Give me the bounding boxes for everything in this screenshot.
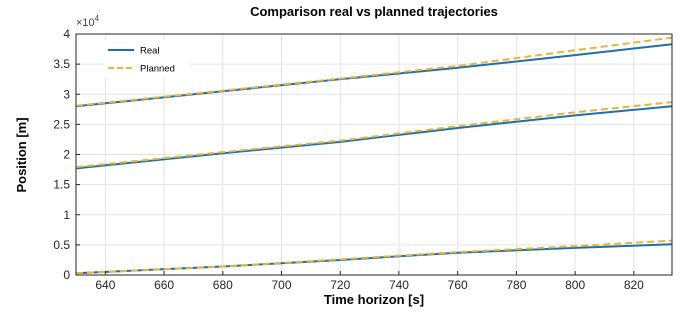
y-tick-label: 3 (63, 87, 70, 101)
x-tick-label: 740 (389, 278, 409, 292)
y-tick-label: 2.5 (53, 117, 70, 131)
y-axis-exponent: ×104 (76, 14, 100, 29)
x-tick-label: 820 (624, 278, 644, 292)
y-tick-label: 3.5 (53, 57, 70, 71)
x-tick-label: 760 (448, 278, 468, 292)
y-tick-label: 0.5 (53, 238, 70, 252)
planned-trajectory-line-1 (75, 36, 673, 107)
y-tick-label: 1 (63, 208, 70, 222)
y-tick-label: 0 (63, 268, 70, 282)
chart-title: Comparison real vs planned trajectories (250, 4, 498, 19)
planned-trajectory-line-2 (75, 101, 673, 169)
y-exponent-base: ×10 (76, 17, 95, 29)
x-tick-label: 800 (565, 278, 585, 292)
x-tick-label: 780 (506, 278, 526, 292)
x-tick-label: 680 (213, 278, 233, 292)
y-tick-label: 1.5 (53, 178, 70, 192)
real-trajectory-line-2 (75, 105, 673, 170)
series-lines (75, 36, 673, 275)
y-tick-label: 2 (63, 148, 70, 162)
planned-trajectory-line-3 (75, 239, 673, 275)
axis-ticks: 640 660 680 700 720 740 760 780 800 820 0 0.5 1 1.5 2 2… (53, 27, 644, 292)
x-tick-label: 640 (95, 278, 115, 292)
x-tick-label: 700 (272, 278, 292, 292)
y-axis-label: Position [m] (14, 117, 29, 192)
x-tick-label: 720 (330, 278, 350, 292)
legend-planned-label: Planned (140, 64, 175, 75)
legend: Real Planned (104, 40, 190, 78)
x-axis-label: Time horizon [s] (324, 292, 424, 307)
legend-box (104, 40, 190, 78)
y-tick-label: 4 (63, 27, 70, 41)
x-tick-label: 660 (154, 278, 174, 292)
legend-real-label: Real (140, 46, 160, 57)
y-exponent-power: 4 (95, 14, 100, 23)
